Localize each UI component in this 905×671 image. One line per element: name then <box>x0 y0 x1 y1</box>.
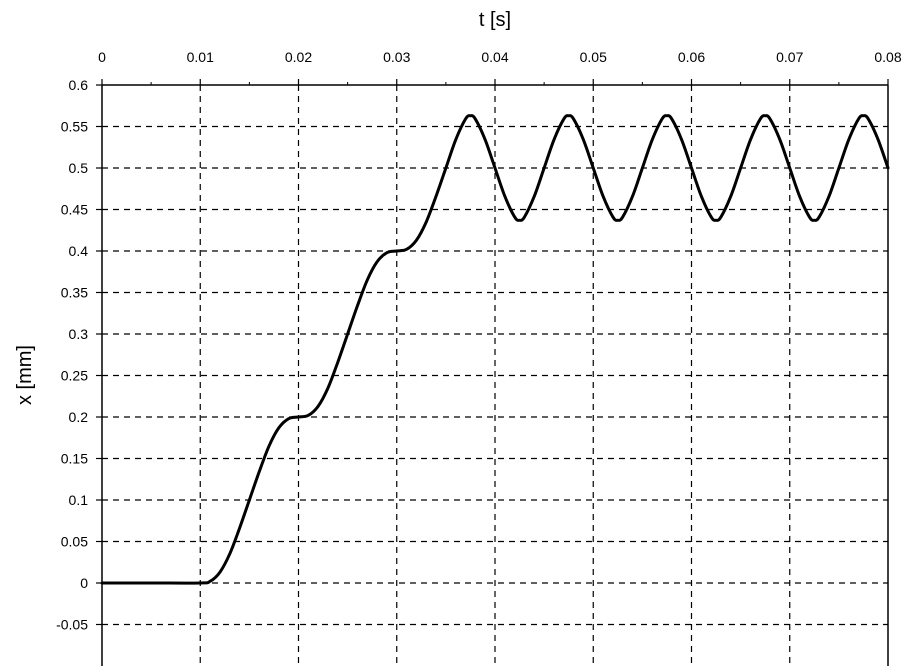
y-tick-label: 0 <box>80 575 88 591</box>
y-axis-title: x [mm] <box>14 345 36 405</box>
y-tick-label: 0.45 <box>61 202 88 218</box>
y-tick-label: 0.1 <box>69 492 89 508</box>
x-tick-label: 0.06 <box>678 49 705 65</box>
tick-labels: 0 0.01 0.02 0.03 0.04 0.05 0.06 0.07 0.08 0.6 0.55… <box>56 49 902 633</box>
y-tick-label: -0.05 <box>56 617 88 633</box>
y-tick-label: 0.6 <box>69 77 89 93</box>
y-tick-label: 0.15 <box>61 451 88 467</box>
x-tick-label: 0.04 <box>481 49 508 65</box>
x-tick-label: 0.02 <box>285 49 312 65</box>
x-tick-label: 0.01 <box>187 49 214 65</box>
y-tick-label: 0.05 <box>61 534 88 550</box>
x-tick-label: 0.03 <box>383 49 410 65</box>
x-axis-title: t [s] <box>479 9 511 31</box>
y-tick-label: 0.5 <box>69 160 89 176</box>
y-tick-label: 0.3 <box>69 326 89 342</box>
grid <box>102 85 888 666</box>
x-tick-label: 0.05 <box>580 49 607 65</box>
x-tick-label: 0.07 <box>776 49 803 65</box>
series-layer <box>100 114 890 585</box>
y-tick-label: 0.35 <box>61 285 88 301</box>
x-tick-label: 0.08 <box>874 49 901 65</box>
y-tick-label: 0.55 <box>61 119 88 135</box>
series-line <box>100 114 890 585</box>
y-tick-label: 0.25 <box>61 368 88 384</box>
x-tick-label: 0 <box>98 49 106 65</box>
y-tick-label: 0.2 <box>69 409 89 425</box>
y-tick-label: 0.4 <box>69 243 89 259</box>
